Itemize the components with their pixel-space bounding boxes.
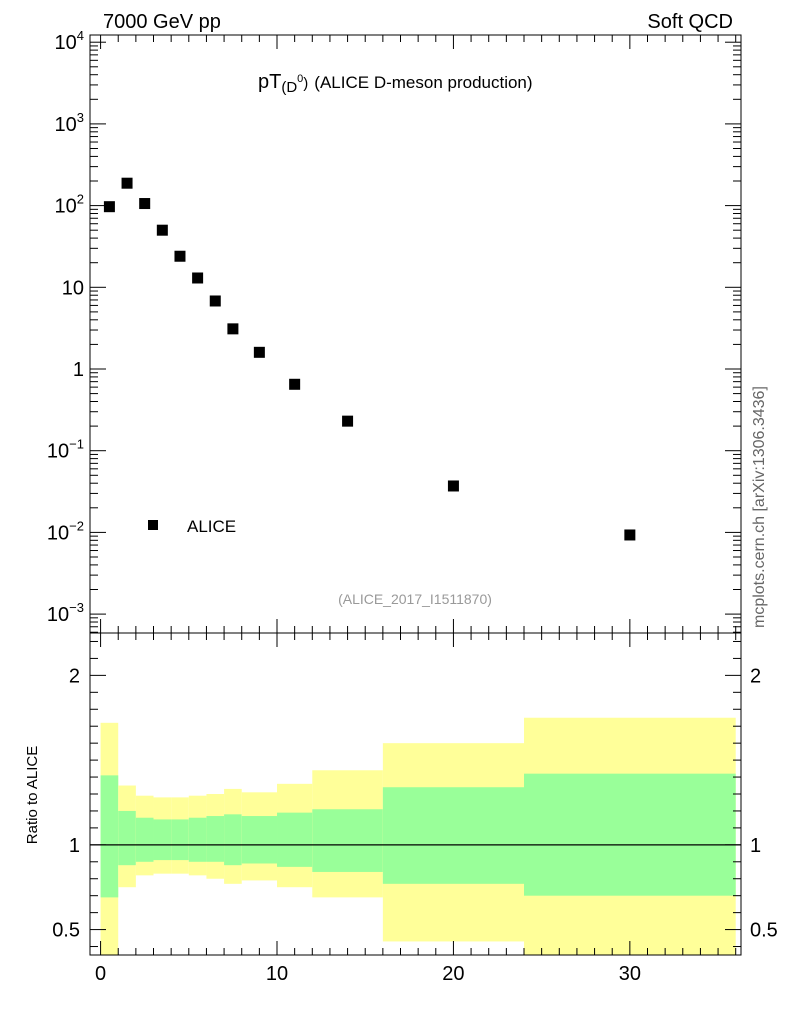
y-tick-label: 1: [73, 359, 84, 381]
ratio-y-tick-label-right: 0.5: [750, 920, 778, 942]
inner-band-bin-4: [171, 819, 189, 861]
inner-band-bin-8: [241, 816, 278, 864]
inner-band-bin-9: [277, 812, 313, 867]
inner-band-bin-7: [224, 814, 242, 866]
ratio-y-axis-label: Ratio to ALICE: [24, 746, 41, 844]
process-label: Soft QCD: [647, 11, 733, 33]
inner-band-bin-0: [100, 775, 119, 898]
inner-band-bin-11: [382, 787, 524, 884]
data-point: [447, 480, 459, 492]
inner-band-bin-5: [188, 817, 207, 862]
ratio-axes: 2 2 1 1 0.5 0.5 0 10 20 30: [52, 632, 778, 985]
inner-band-bin-3: [153, 819, 172, 861]
title-description: (ALICE D-meson production): [314, 73, 532, 92]
ratio-y-tick-label-right: 2: [750, 665, 761, 687]
inner-band-bin-2: [135, 817, 154, 862]
y-tick-label: 103: [55, 110, 84, 136]
title-observable: pT: [258, 71, 281, 93]
data-point: [103, 201, 115, 213]
main-frame: [89, 34, 742, 634]
title-particle-superscript: 0: [297, 73, 303, 85]
energy-label: 7000 GeV pp: [103, 11, 221, 33]
title-particle: (D: [281, 79, 297, 96]
x-tick-label: 10: [266, 963, 288, 985]
legend-marker: [148, 520, 158, 530]
inner-band-bin-12: [524, 773, 736, 896]
x-tick-label: 20: [442, 963, 464, 985]
data-point: [624, 529, 636, 541]
data-point: [209, 295, 221, 307]
ratio-bands: [90, 717, 741, 955]
data-point: [289, 378, 301, 390]
y-tick-label: 10: [62, 277, 84, 299]
y-tick-label: 10−3: [47, 600, 84, 626]
data-point: [192, 272, 204, 284]
inner-band-bin-6: [206, 816, 225, 862]
data-point: [227, 323, 239, 335]
data-point: [342, 415, 354, 427]
data-point: [174, 250, 186, 262]
x-tick-label: 0: [95, 963, 106, 985]
inner-band-bin-10: [312, 809, 383, 872]
y-tick-label: 102: [55, 192, 84, 218]
side-label: mcplots.cern.ch [arXiv:1306.3436]: [751, 386, 768, 628]
title-particle-close: ): [303, 75, 308, 92]
y-tick-label: 104: [55, 28, 84, 54]
data-point: [121, 177, 133, 189]
data-point: [139, 198, 151, 210]
main-title: pT(D0) (ALICE D-meson production): [258, 71, 533, 96]
inner-band-bin-1: [118, 810, 136, 866]
ratio-y-tick-label-left: 1: [69, 835, 80, 857]
y-tick-label: 10−2: [47, 518, 84, 544]
ratio-y-tick-label-left: 2: [69, 665, 80, 687]
ratio-panel: 2 2 1 1 0.5 0.5 0 10 20 30 Ratio to ALICE: [24, 632, 778, 985]
data-point: [156, 224, 168, 236]
main-data-markers: [103, 177, 636, 541]
ratio-y-tick-label-left: 0.5: [52, 920, 80, 942]
x-tick-label: 30: [619, 963, 641, 985]
legend-label: ALICE: [187, 517, 236, 536]
data-point: [253, 346, 265, 358]
ratio-y-tick-label-right: 1: [750, 835, 761, 857]
y-tick-label: 10−1: [47, 437, 84, 463]
analysis-watermark: (ALICE_2017_I1511870): [338, 591, 492, 607]
